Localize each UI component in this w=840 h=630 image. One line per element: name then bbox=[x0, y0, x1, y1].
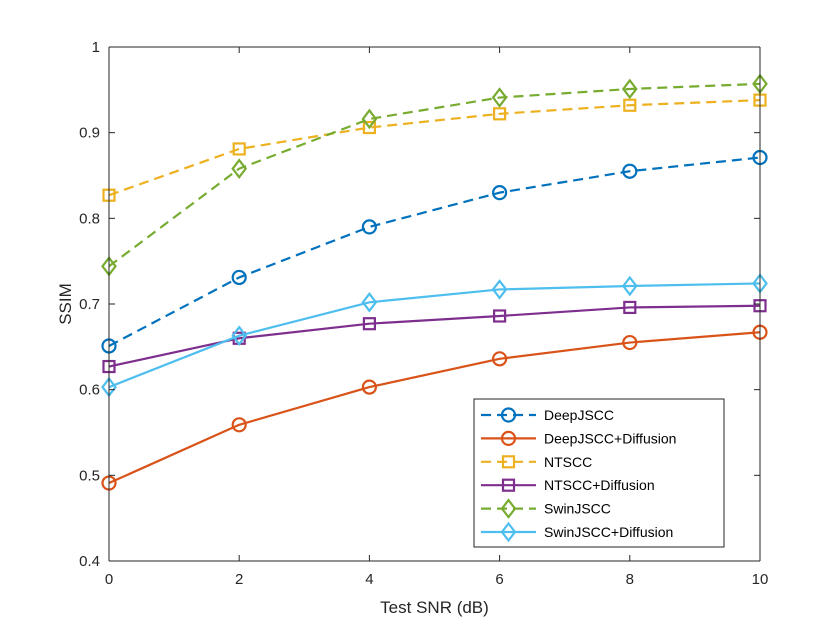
data-point-swinjscc-diffusion-1 bbox=[231, 325, 248, 347]
legend-item-deepjscc-diffusion: DeepJSCC+Diffusion bbox=[481, 430, 676, 446]
series-line-ntscc-diffusion bbox=[108, 304, 761, 368]
legend-label-deepjscc: DeepJSCC bbox=[544, 407, 614, 423]
legend: DeepJSCC DeepJSCC+Diffusion NTSCC NTSCC+Dif… bbox=[473, 398, 725, 548]
legend-item-swinjscc-diffusion: SwinJSCC+Diffusion bbox=[481, 521, 673, 543]
legend-marker-swinjscc bbox=[500, 498, 517, 519]
data-point-swinjscc-2 bbox=[361, 108, 378, 130]
ticks-layer: 0 2 4 6 8 10 0.4 0.5 0.6 0.7 0.8 0.9 1 bbox=[79, 39, 768, 588]
y-tick-label: 1 bbox=[92, 39, 100, 56]
x-tick-label: 8 bbox=[626, 571, 634, 588]
data-point-deepjscc-diffusion-4 bbox=[622, 334, 638, 351]
data-point-ntscc-4 bbox=[623, 98, 637, 112]
series-line-swinjscc bbox=[108, 82, 761, 268]
y-tick-label: 0.4 bbox=[79, 553, 100, 570]
series-ntscc bbox=[102, 93, 767, 202]
y-tick-label: 0.7 bbox=[79, 296, 100, 313]
series-line-deepjscc bbox=[108, 156, 761, 347]
y-tick-label: 0.5 bbox=[79, 467, 100, 484]
data-point-swinjscc-diffusion-2 bbox=[361, 291, 378, 313]
data-point-deepjscc-2 bbox=[361, 219, 377, 235]
data-point-deepjscc-1 bbox=[231, 269, 247, 286]
data-point-deepjscc-diffusion-1 bbox=[231, 417, 247, 433]
data-point-ntscc-2 bbox=[362, 120, 376, 135]
data-point-deepjscc-4 bbox=[622, 163, 638, 179]
legend-item-ntscc: NTSCC bbox=[481, 454, 592, 470]
x-tick-label: 2 bbox=[235, 571, 243, 588]
legend-item-ntscc-diffusion: NTSCC+Diffusion bbox=[481, 477, 655, 493]
legend-label-ntscc: NTSCC bbox=[544, 454, 592, 470]
legend-label-deepjscc-diffusion: DeepJSCC+Diffusion bbox=[544, 430, 676, 446]
series-line-deepjscc-diffusion bbox=[108, 331, 761, 485]
data-point-deepjscc-3 bbox=[492, 185, 508, 201]
data-point-ntscc-diffusion-2 bbox=[362, 317, 376, 331]
y-tick-label: 0.9 bbox=[79, 125, 100, 142]
legend-marker-deepjscc-diffusion bbox=[500, 430, 517, 446]
legend-label-swinjscc: SwinJSCC bbox=[544, 501, 611, 517]
legend-label-ntscc-diffusion: NTSCC+Diffusion bbox=[544, 477, 655, 493]
y-tick-label: 0.6 bbox=[79, 382, 100, 399]
legend-marker-swinjscc-diffusion bbox=[500, 521, 517, 543]
data-point-deepjscc-diffusion-2 bbox=[361, 379, 377, 395]
legend-marker-ntscc-diffusion bbox=[501, 478, 516, 492]
data-point-swinjscc-diffusion-4 bbox=[621, 275, 638, 297]
series-line-swinjscc-diffusion bbox=[108, 282, 761, 389]
series-line-ntscc bbox=[108, 99, 761, 197]
legend-marker-deepjscc bbox=[500, 407, 517, 423]
legend-item-deepjscc: DeepJSCC bbox=[481, 407, 614, 423]
x-tick-label: 10 bbox=[752, 571, 769, 588]
legend-box bbox=[473, 398, 725, 548]
y-axis-title: SSIM bbox=[56, 283, 75, 325]
legend-label-swinjscc-diffusion: SwinJSCC+Diffusion bbox=[544, 524, 673, 540]
data-point-swinjscc-4 bbox=[621, 78, 638, 100]
x-tick-label: 4 bbox=[365, 571, 373, 588]
series-swinjscc bbox=[101, 73, 768, 277]
x-tick-label: 0 bbox=[105, 571, 113, 588]
data-point-swinjscc-1 bbox=[231, 158, 248, 179]
data-point-deepjscc-diffusion-3 bbox=[492, 351, 508, 367]
y-tick-label: 0.8 bbox=[79, 210, 100, 227]
x-tick-label: 6 bbox=[495, 571, 503, 588]
data-point-ntscc-diffusion-4 bbox=[623, 300, 637, 315]
data-point-ntscc-1 bbox=[232, 142, 246, 156]
legend-marker-ntscc bbox=[501, 455, 516, 469]
data-point-ntscc-diffusion-3 bbox=[493, 309, 507, 323]
data-point-ntscc-3 bbox=[493, 107, 507, 121]
x-axis-title: Test SNR (dB) bbox=[380, 598, 489, 617]
data-point-swinjscc-3 bbox=[491, 87, 508, 108]
data-point-swinjscc-diffusion-3 bbox=[491, 279, 508, 300]
legend-item-swinjscc: SwinJSCC bbox=[481, 498, 611, 519]
